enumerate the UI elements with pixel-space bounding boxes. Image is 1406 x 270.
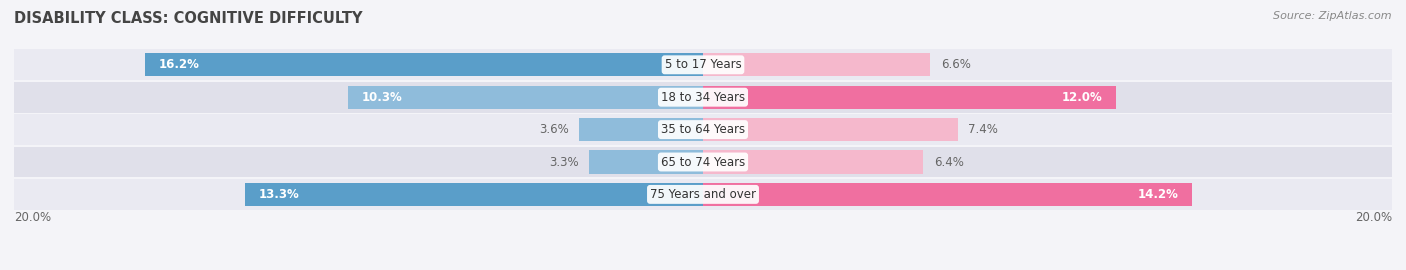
Text: 65 to 74 Years: 65 to 74 Years bbox=[661, 156, 745, 168]
Bar bbox=[14, 82, 1392, 113]
Text: 20.0%: 20.0% bbox=[14, 211, 51, 224]
Bar bbox=[703, 53, 931, 76]
Bar bbox=[14, 49, 1392, 80]
Text: 35 to 64 Years: 35 to 64 Years bbox=[661, 123, 745, 136]
Text: 13.3%: 13.3% bbox=[259, 188, 299, 201]
Text: 7.4%: 7.4% bbox=[969, 123, 998, 136]
Bar bbox=[703, 150, 924, 174]
Bar bbox=[703, 118, 957, 141]
Text: 14.2%: 14.2% bbox=[1137, 188, 1178, 201]
Legend: Male, Female: Male, Female bbox=[631, 266, 775, 270]
Text: 75 Years and over: 75 Years and over bbox=[650, 188, 756, 201]
Bar bbox=[14, 114, 1392, 145]
Text: 10.3%: 10.3% bbox=[361, 91, 402, 104]
Text: 12.0%: 12.0% bbox=[1062, 91, 1102, 104]
Text: 18 to 34 Years: 18 to 34 Years bbox=[661, 91, 745, 104]
Text: 6.4%: 6.4% bbox=[934, 156, 963, 168]
Text: DISABILITY CLASS: COGNITIVE DIFFICULTY: DISABILITY CLASS: COGNITIVE DIFFICULTY bbox=[14, 11, 363, 26]
Bar bbox=[14, 147, 1392, 177]
Bar bbox=[703, 86, 1116, 109]
Bar bbox=[145, 53, 703, 76]
Bar bbox=[14, 179, 1392, 210]
Text: 16.2%: 16.2% bbox=[159, 58, 200, 71]
Text: 3.6%: 3.6% bbox=[538, 123, 568, 136]
Text: 20.0%: 20.0% bbox=[1355, 211, 1392, 224]
Text: Source: ZipAtlas.com: Source: ZipAtlas.com bbox=[1274, 11, 1392, 21]
Text: 6.6%: 6.6% bbox=[941, 58, 970, 71]
Text: 3.3%: 3.3% bbox=[550, 156, 579, 168]
Bar bbox=[703, 183, 1192, 206]
Bar bbox=[579, 118, 703, 141]
Bar bbox=[349, 86, 703, 109]
Text: 5 to 17 Years: 5 to 17 Years bbox=[665, 58, 741, 71]
Bar bbox=[589, 150, 703, 174]
Bar bbox=[245, 183, 703, 206]
